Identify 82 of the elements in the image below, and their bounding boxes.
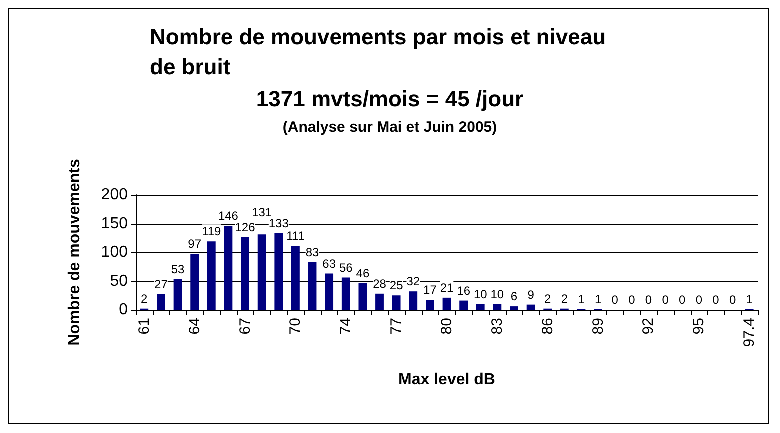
data-label: 10 [490, 287, 504, 302]
x-axis-title: Max level dB [398, 372, 496, 388]
data-label: 2 [561, 292, 568, 306]
x-tick-label: 64 [186, 318, 204, 335]
bar [207, 242, 216, 310]
y-tick-label: 100 [101, 244, 128, 261]
bar [258, 234, 266, 310]
data-label: 27 [154, 277, 168, 292]
data-label: 10 [474, 287, 488, 302]
x-tick-label: 86 [539, 318, 556, 335]
data-label: 46 [356, 266, 370, 281]
data-label: 1 [746, 292, 754, 306]
data-label: 97 [188, 237, 202, 252]
data-label: 1 [578, 292, 586, 306]
x-tick-label: 92 [640, 318, 658, 335]
bar [510, 306, 518, 310]
x-tick-label: 77 [388, 318, 406, 335]
x-tick-label: 70 [287, 318, 304, 335]
x-tick-label: 61 [136, 318, 153, 335]
x-tick-label: 97.4 [741, 318, 758, 348]
data-label: 53 [171, 262, 186, 277]
data-label: 9 [528, 288, 535, 302]
bar [292, 246, 300, 310]
bar [460, 300, 468, 310]
x-tick-label: 89 [590, 318, 607, 335]
bar [476, 304, 485, 310]
data-label: 0 [712, 293, 720, 307]
data-label: 0 [662, 293, 670, 307]
data-label: 6 [510, 290, 518, 304]
bar [426, 300, 434, 310]
x-tick-label: 83 [488, 318, 506, 335]
data-label: 83 [306, 245, 320, 260]
data-label: 0 [729, 293, 736, 307]
data-label: 17 [424, 283, 438, 298]
x-tick-label: 67 [236, 318, 254, 335]
bar [342, 278, 350, 310]
data-label: 133 [268, 216, 290, 231]
bar [224, 226, 233, 310]
x-tick-label: 74 [338, 318, 355, 335]
data-label: 126 [235, 220, 256, 235]
bar [442, 298, 452, 310]
data-label: 2 [544, 292, 552, 306]
data-label: 146 [218, 209, 239, 224]
chart-subtitle: 1371 mvts/mois = 45 /jour [256, 86, 524, 112]
data-label: 0 [628, 293, 636, 307]
data-label: 111 [286, 229, 306, 244]
y-tick-label: 0 [119, 302, 128, 318]
bar [174, 280, 182, 310]
data-label: 2 [141, 292, 148, 306]
bar [376, 294, 384, 310]
data-label: 1 [594, 292, 602, 306]
data-label: 25 [390, 278, 404, 293]
x-tick-label: 95 [690, 318, 708, 335]
y-tick-label: 150 [101, 215, 128, 232]
bar [392, 296, 401, 310]
bar [274, 234, 284, 310]
bar [526, 304, 536, 310]
data-label: 16 [457, 284, 471, 298]
bar [358, 284, 368, 310]
y-tick-label: 50 [110, 272, 128, 290]
data-label: 28 [373, 276, 387, 291]
x-tick-label: 80 [438, 318, 456, 335]
bar [493, 304, 502, 310]
data-label: 0 [679, 293, 686, 307]
data-label: 56 [339, 260, 354, 275]
y-tick-label: 200 [101, 186, 128, 204]
bar [190, 254, 200, 310]
data-label: 119 [202, 224, 222, 239]
bar [157, 294, 166, 310]
bar [308, 262, 317, 310]
y-axis-title: Nombre de mouvements [66, 159, 84, 346]
data-label: 0 [696, 293, 703, 307]
bar [409, 292, 418, 310]
data-label: 21 [440, 280, 454, 295]
data-label: 32 [406, 274, 420, 289]
data-label: 0 [645, 293, 652, 307]
data-label: 0 [612, 293, 619, 307]
chart-title: Nombre de mouvements par mois et niveau de bruit [150, 24, 612, 80]
data-label: 63 [322, 256, 336, 271]
bar [241, 238, 250, 310]
text: (Analyse sur Mai et Juin 2005) [282, 119, 498, 136]
bar [325, 274, 334, 310]
